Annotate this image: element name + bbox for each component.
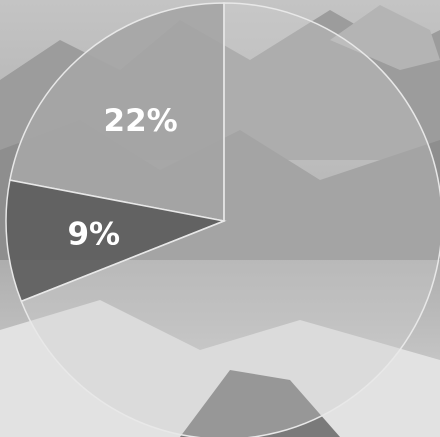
pie-slice-label-2: 9%: [67, 216, 120, 252]
pie-slice-label-1: 22%: [104, 103, 178, 139]
pie-slices: [5, 2, 440, 437]
pie-slice-2: [5, 179, 227, 303]
pie-slice-1: [8, 2, 225, 222]
pie-slice-3: [20, 2, 440, 437]
pie-labels: 22% 9%: [67, 103, 177, 252]
